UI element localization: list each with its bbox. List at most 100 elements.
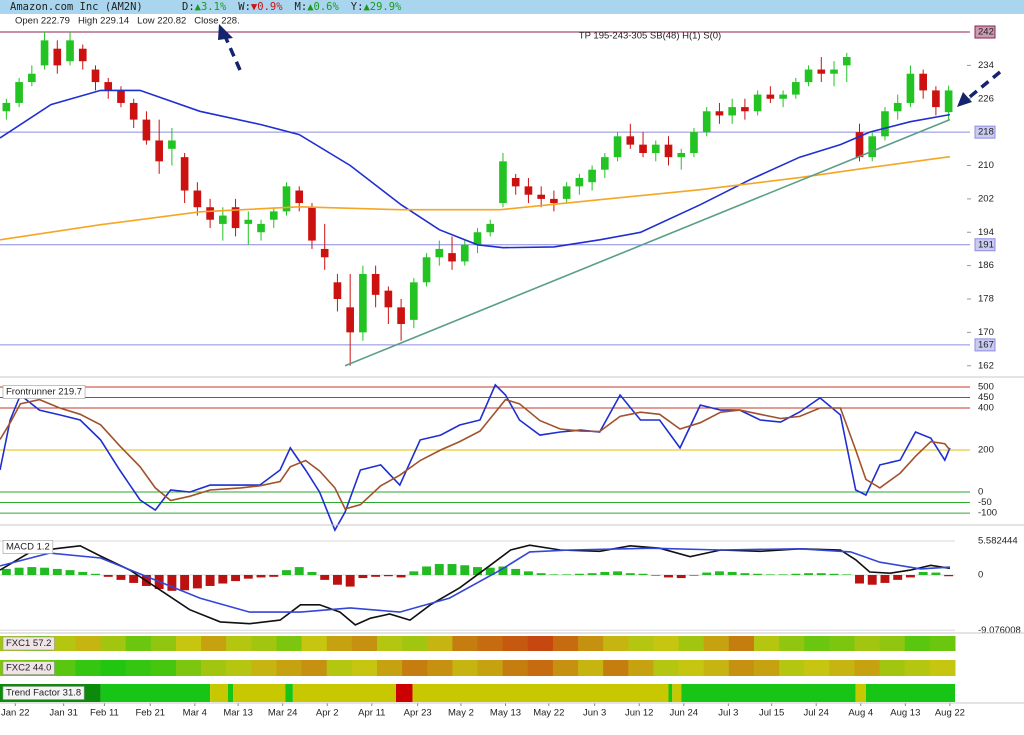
heat-cell: [301, 636, 328, 651]
y-tick-label: 210: [978, 160, 994, 171]
heat-cell: [703, 660, 730, 676]
stat-change: ▼0.9%: [251, 1, 283, 13]
candle-body: [651, 144, 660, 153]
y-tick-label: 202: [978, 193, 994, 204]
histogram-bar: [804, 573, 814, 576]
candle-body: [448, 253, 456, 262]
stat-label: W:: [238, 1, 251, 13]
histogram-bar: [65, 570, 75, 576]
level-label: -100: [978, 508, 997, 519]
series-line: [0, 383, 951, 532]
heat-cell: [854, 636, 881, 651]
series-line: [0, 547, 950, 613]
heat-cell: [125, 660, 152, 676]
histogram-bar: [282, 570, 291, 576]
heat-cell: [753, 660, 780, 676]
histogram-bar: [231, 575, 241, 582]
heat-cell: [402, 660, 428, 676]
histogram-bar: [600, 571, 610, 576]
x-tick-label: Aug 4: [848, 708, 873, 719]
histogram-bar: [358, 575, 368, 579]
heat-cell: [578, 636, 604, 651]
candle-body: [830, 69, 838, 74]
heat-cell: [879, 636, 906, 651]
histogram-bar: [676, 575, 686, 579]
x-tick-label: Aug 22: [935, 708, 965, 719]
candle-body: [855, 132, 864, 158]
candle-body: [282, 186, 291, 212]
candle-body: [371, 273, 380, 295]
level-label-box: [974, 238, 996, 252]
histogram-bar: [14, 567, 24, 576]
histogram-bar: [40, 567, 50, 576]
x-tick-label: Jun 24: [670, 708, 699, 719]
arrow-head: [957, 92, 972, 107]
heat-cell: [854, 660, 881, 676]
heat-cell: [879, 660, 906, 676]
histogram-bar: [192, 575, 202, 589]
y-tick-label: 226: [978, 93, 994, 104]
level-label: 242: [978, 27, 994, 38]
x-tick-label: May 13: [490, 708, 521, 719]
y-tick-label: 194: [978, 227, 994, 238]
heat-cell: [477, 636, 504, 651]
trend-segment: [100, 684, 211, 702]
heat-cell: [728, 636, 755, 651]
heat-cell: [226, 660, 252, 676]
histogram-bar: [129, 575, 139, 583]
candle-body: [906, 73, 915, 103]
y-tick-label: 0: [978, 570, 983, 581]
level-label-box: [974, 338, 996, 352]
arrow-shaft: [223, 35, 242, 71]
histogram-bar: [78, 571, 88, 576]
stat-label: M:: [295, 1, 308, 13]
heat-cell: [251, 660, 277, 676]
heat-cell: [829, 660, 855, 676]
candle-body: [129, 102, 138, 120]
candle-body: [792, 82, 800, 95]
histogram-bar: [816, 573, 826, 576]
candle-body: [410, 282, 418, 320]
histogram-bar: [256, 575, 266, 578]
x-tick-label: Aug 13: [890, 708, 920, 719]
histogram-bar: [893, 575, 903, 580]
panel-title: Trend Factor 31.8: [6, 688, 81, 699]
candle-body: [384, 290, 393, 308]
heat-cell: [276, 636, 303, 651]
candle-body: [766, 94, 775, 99]
x-tick-label: Jul 15: [759, 708, 784, 719]
histogram-bar: [52, 568, 62, 576]
trend-segment: [668, 684, 673, 702]
heat-cell: [804, 636, 830, 651]
histogram-bar: [613, 571, 623, 576]
arrow-shaft: [964, 70, 1002, 102]
histogram-bar: [167, 575, 177, 591]
histogram-bar: [409, 571, 419, 576]
heat-cell: [175, 660, 202, 676]
panel-separators: [0, 376, 1024, 704]
plot-layers: D: ▲3.1% W: ▼0.9% M: ▲0.6% Y: ▲29.9% Open 222.79…: [0, 1, 1021, 719]
candle-body: [320, 248, 329, 258]
trend-segment: [412, 684, 669, 702]
trend-segment: [210, 684, 228, 702]
histogram-bar: [574, 573, 584, 576]
candle-body: [53, 48, 62, 66]
y-tick-label: 5.582444: [978, 536, 1018, 547]
histogram-bar: [536, 573, 546, 576]
candle-body: [168, 140, 176, 149]
heat-cell: [929, 636, 956, 651]
histogram-bar: [218, 575, 228, 584]
histogram-bar: [549, 574, 559, 576]
heat-cell: [452, 660, 478, 676]
heat-cell: [351, 660, 378, 676]
candle-body: [473, 232, 482, 245]
heat-cell: [301, 660, 328, 676]
x-tick-label: Feb 11: [90, 708, 119, 719]
histogram-bar: [765, 574, 775, 576]
candle-body: [460, 244, 469, 262]
heat-cell: [779, 636, 805, 651]
candle-body: [817, 69, 826, 74]
level-label: 200: [978, 445, 994, 456]
